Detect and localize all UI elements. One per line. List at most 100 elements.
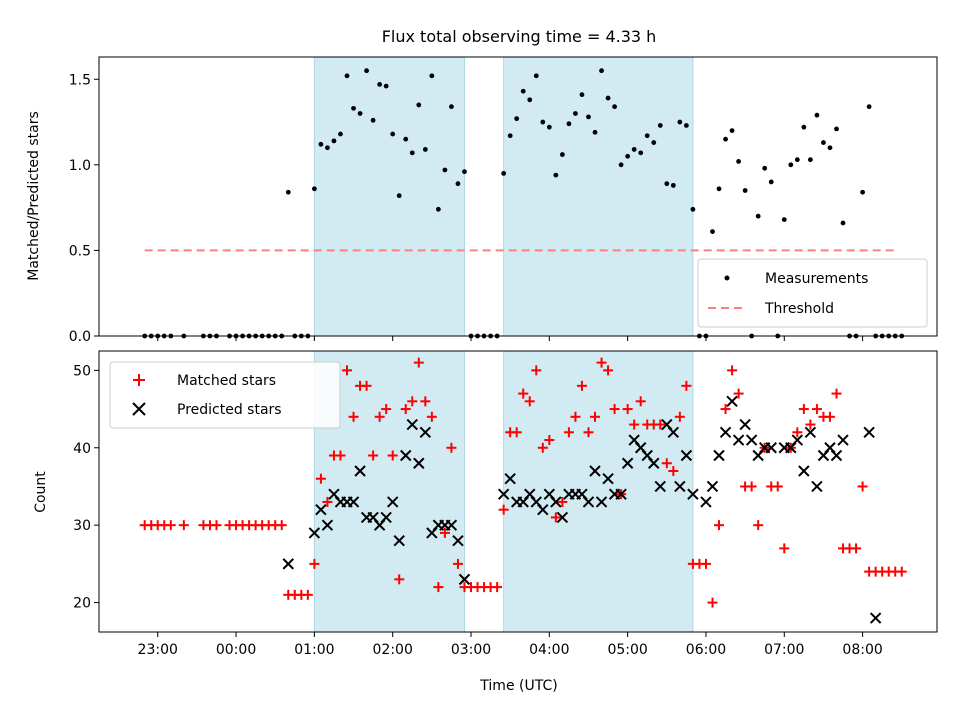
predicted-star-point: [791, 434, 804, 446]
measurement-point: [638, 150, 644, 156]
measurement-point: [338, 131, 343, 137]
measurement-point: [533, 73, 539, 79]
measurement-point: [729, 128, 735, 134]
matched-star-point: [211, 520, 222, 531]
measurement-point: [357, 111, 363, 116]
measurement-point: [579, 92, 585, 98]
matched-star-point: [570, 411, 581, 422]
predicted-star-point: [504, 473, 516, 485]
y-tick-label: 0.5: [69, 243, 91, 259]
predicted-star-point: [497, 488, 510, 500]
matched-star-point: [178, 520, 189, 531]
x-tick-label: 04:00: [529, 642, 569, 658]
measurement-point: [311, 186, 317, 192]
measurement-point: [553, 172, 559, 178]
matched-star-point: [851, 543, 862, 554]
predicted-stars-points: [282, 395, 882, 624]
matched-star-point: [446, 442, 457, 453]
matched-star-point: [368, 450, 379, 461]
measurement-point: [821, 140, 826, 145]
matched-star-point: [824, 411, 835, 422]
matched-star-point: [433, 582, 444, 593]
predicted-star-point: [687, 488, 699, 500]
matched-star-point: [276, 520, 287, 531]
measurement-point: [566, 121, 572, 127]
x-tick-label: 01:00: [294, 642, 334, 658]
predicted-star-point: [347, 496, 360, 508]
matched-star-point: [511, 427, 522, 438]
y-tick-label: 0.0: [69, 329, 91, 345]
figure-title: Flux total observing time = 4.33 h: [382, 27, 657, 46]
measurement-point: [520, 88, 526, 94]
predicted-star-point: [282, 558, 294, 570]
predicted-star-point: [765, 442, 777, 454]
predicted-star-point: [811, 480, 823, 493]
measurement-point: [442, 167, 448, 173]
top-axes-frame: [98, 56, 938, 337]
bottom-shaded-intervals: [313, 350, 694, 633]
measurement-point: [677, 119, 683, 125]
matched-star-point: [811, 404, 822, 415]
predicted-star-point: [537, 503, 549, 516]
matched-star-point: [498, 504, 509, 515]
predicted-star-point: [713, 449, 725, 462]
matched-star-point: [700, 558, 711, 569]
predicted-star-point: [654, 480, 666, 493]
matched-star-point: [342, 365, 353, 376]
predicted-star-point: [719, 426, 732, 438]
measurement-point: [599, 68, 604, 74]
predicted-star-point: [602, 473, 614, 485]
measurement-point: [814, 112, 820, 118]
top-shaded-intervals: [313, 56, 694, 337]
x-tick-label: 08:00: [842, 642, 882, 658]
matched-star-point: [563, 427, 574, 438]
matched-star-point: [681, 380, 692, 391]
x-tick-label: 02:00: [373, 642, 413, 658]
predicted-star-point: [667, 426, 680, 438]
measurement-point: [827, 145, 833, 151]
measurement-point: [344, 73, 350, 79]
measurement-point: [429, 73, 435, 79]
legend-measurements-label: Measurements: [765, 271, 868, 287]
predicted-star-point: [680, 449, 693, 462]
predicted-star-point: [648, 457, 660, 469]
measurement-point: [736, 159, 741, 164]
measurement-point: [657, 123, 663, 128]
matched-star-point: [544, 435, 555, 446]
predicted-star-point: [406, 418, 418, 431]
predicted-star-point: [556, 511, 569, 524]
predicted-star-point: [830, 449, 843, 462]
measurement-point: [559, 152, 565, 157]
x-marker-icon: [132, 402, 146, 416]
matched-star-point: [439, 527, 450, 538]
predicted-star-point: [550, 496, 562, 508]
x-axis-label: Time (UTC): [479, 678, 557, 694]
predicted-star-point: [615, 488, 627, 500]
matched-star-point: [746, 481, 757, 492]
predicted-star-point: [595, 496, 608, 508]
measurement-point: [396, 193, 402, 199]
measurement-point: [449, 104, 454, 110]
measurement-point: [742, 188, 748, 193]
y-tick-label: 20: [73, 596, 91, 612]
matched-star-point: [896, 566, 907, 577]
bottom-axes-frame: [98, 350, 938, 633]
matched-star-point: [798, 404, 809, 415]
top-legend: Measurements Threshold: [697, 258, 928, 328]
predicted-star-point: [321, 519, 334, 531]
measurement-point: [605, 95, 611, 101]
predicted-star-point: [706, 480, 719, 493]
x-tick-label: 06:00: [686, 642, 726, 658]
matched-star-point: [394, 574, 405, 585]
predicted-star-point: [308, 527, 321, 539]
measurement-point: [507, 133, 513, 139]
measurement-point: [383, 83, 389, 89]
shaded-interval-1: [313, 56, 465, 337]
measurement-point: [409, 150, 415, 156]
matched-star-point: [420, 396, 431, 407]
predicted-star-point: [804, 426, 817, 438]
top-y-axis-label: Matched/Predicted stars: [26, 111, 42, 281]
matched-star-point: [387, 450, 398, 461]
predicted-star-point: [419, 426, 432, 438]
bottom-legend: Matched stars Predicted stars: [109, 361, 341, 429]
